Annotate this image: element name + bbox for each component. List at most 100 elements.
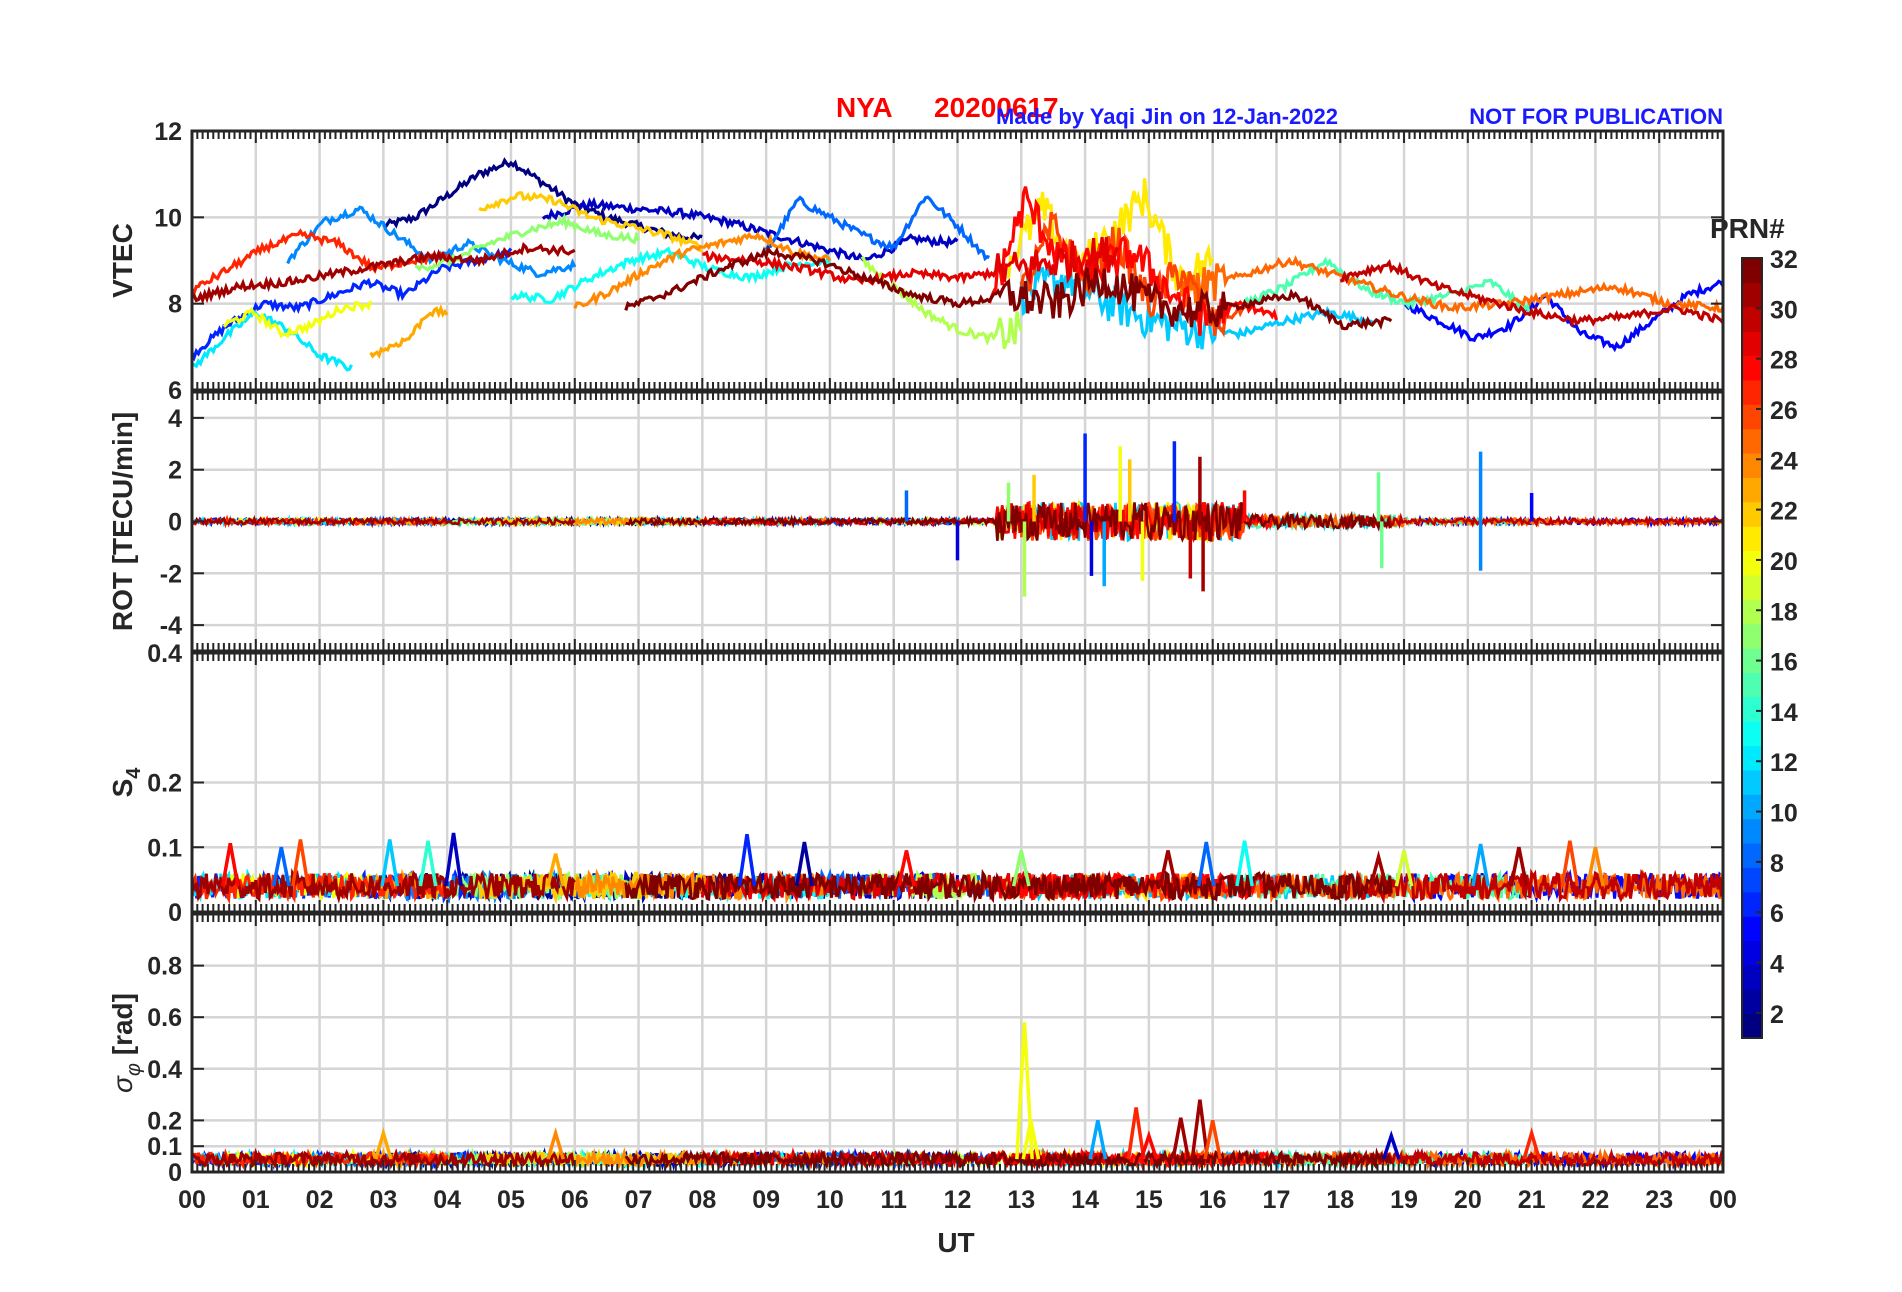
colorbar-step bbox=[1742, 1013, 1762, 1039]
colorbar-tick-label: 30 bbox=[1770, 296, 1798, 324]
colorbar-step bbox=[1742, 891, 1762, 917]
x-tick-label: 17 bbox=[1263, 1186, 1291, 1214]
colorbar-step bbox=[1742, 721, 1762, 747]
colorbar-step bbox=[1742, 696, 1762, 722]
s4-series-prn-30 bbox=[1339, 868, 1723, 905]
colorbar-tick-label: 32 bbox=[1770, 246, 1798, 274]
colorbar-step bbox=[1742, 745, 1762, 771]
sigma_phi-series-prn-32 bbox=[624, 1147, 1393, 1172]
x-tick-label: 19 bbox=[1390, 1186, 1418, 1214]
colorbar-tick-label: 26 bbox=[1770, 397, 1798, 425]
colorbar-step bbox=[1742, 331, 1762, 357]
colorbar-step bbox=[1742, 794, 1762, 820]
panel-s4: 0 0.1 0.2 0.4 S4 bbox=[107, 640, 1725, 927]
y-tick-label: 0 bbox=[168, 899, 182, 927]
sigma_phi-peak bbox=[1522, 1127, 1541, 1160]
minor-ticks bbox=[191, 653, 1724, 912]
s4-peak bbox=[737, 834, 757, 887]
colorbar-tick-label: 28 bbox=[1770, 347, 1798, 375]
s4-peak bbox=[1394, 850, 1414, 887]
s4-peak bbox=[1509, 846, 1529, 887]
colorbar-step bbox=[1742, 428, 1762, 454]
vtec-series-prn-29 bbox=[702, 236, 1119, 286]
panel-vtec: 6 8 10 12 VTEC bbox=[107, 118, 1725, 405]
colorbar-step bbox=[1742, 940, 1762, 966]
x-tick-label: 00 bbox=[1709, 1186, 1737, 1214]
colorbar-step bbox=[1742, 964, 1762, 990]
s4-peak bbox=[1586, 846, 1605, 887]
minor-ticks bbox=[191, 914, 1724, 1172]
colorbar-tick-label: 18 bbox=[1770, 598, 1798, 626]
y-tick-label: 4 bbox=[168, 405, 182, 433]
vtec-series-prn-32 bbox=[624, 245, 1393, 331]
s4-peak bbox=[444, 832, 463, 887]
colorbar-tick-label: 20 bbox=[1770, 548, 1798, 576]
s4-series-prn-29 bbox=[700, 870, 1119, 904]
data-layer bbox=[192, 433, 1723, 597]
colorbar-step bbox=[1742, 306, 1762, 332]
s4-peak bbox=[795, 841, 814, 887]
colorbar-step bbox=[1742, 526, 1762, 552]
colorbar-step bbox=[1742, 404, 1762, 430]
colorbar-step bbox=[1742, 989, 1762, 1015]
y-tick-label: 8 bbox=[168, 291, 182, 319]
x-tick-label: 04 bbox=[433, 1186, 461, 1214]
y-axis-label-sigma_phi: σφ [rad] bbox=[107, 993, 145, 1093]
colorbar-frame bbox=[1741, 257, 1763, 1039]
colorbar-step bbox=[1742, 599, 1762, 625]
y-tick-label: 0 bbox=[168, 1159, 182, 1187]
s4-peak bbox=[1560, 840, 1580, 887]
x-tick-label: 20 bbox=[1454, 1186, 1482, 1214]
y-tick-label: 0.6 bbox=[147, 1004, 182, 1032]
data-layer bbox=[192, 157, 1723, 372]
s4-peak bbox=[1471, 843, 1490, 887]
colorbar-step bbox=[1742, 623, 1762, 649]
panel-rot: -4 -2 0 2 4 ROT [TECU/min] bbox=[107, 390, 1725, 653]
y-tick-label: -4 bbox=[160, 612, 182, 640]
x-tick-label: 07 bbox=[625, 1186, 653, 1214]
chart-title-date: 20200617 bbox=[934, 92, 1059, 123]
vtec-series-prn-28 bbox=[987, 186, 1279, 336]
y-tick-label: 0.1 bbox=[147, 834, 182, 862]
s4-peak bbox=[1011, 850, 1031, 887]
not-for-publication-text: NOT FOR PUBLICATION bbox=[1469, 104, 1723, 129]
x-tick-label: 06 bbox=[561, 1186, 589, 1214]
sigma_phi-peak bbox=[1171, 1117, 1191, 1160]
vtec-series-prn-30 bbox=[1339, 259, 1723, 328]
vtec-series-prn-20 bbox=[222, 300, 373, 339]
y-tick-label: -2 bbox=[160, 560, 182, 588]
colorbar-step bbox=[1742, 355, 1762, 381]
s4-peak bbox=[380, 839, 400, 887]
colorbar-step bbox=[1742, 477, 1762, 503]
s4-series-prn-32 bbox=[624, 868, 1393, 904]
x-tick-label: 13 bbox=[1007, 1186, 1035, 1214]
y-tick-label: 2 bbox=[168, 457, 182, 485]
colorbar-step bbox=[1742, 453, 1762, 478]
colorbar-step bbox=[1742, 379, 1762, 405]
rot-series-prn-32 bbox=[625, 499, 1392, 543]
x-tick-label: 02 bbox=[306, 1186, 334, 1214]
colorbar-step bbox=[1742, 769, 1762, 795]
sigma_phi-peak bbox=[374, 1127, 393, 1160]
y-tick-label: 6 bbox=[168, 377, 182, 405]
x-tick-label: 21 bbox=[1518, 1186, 1546, 1214]
colorbar-tick-label: 14 bbox=[1770, 699, 1798, 727]
colorbar-step bbox=[1742, 282, 1762, 308]
x-tick-label: 08 bbox=[688, 1186, 716, 1214]
data-layer bbox=[192, 832, 1723, 905]
y-tick-label: 0.2 bbox=[147, 770, 182, 798]
x-tick-label: 01 bbox=[242, 1186, 270, 1214]
colorbar-step bbox=[1742, 843, 1762, 868]
colorbar-label: PRN# bbox=[1710, 213, 1785, 244]
vtec-series-prn-22 bbox=[478, 191, 703, 253]
s4-peak bbox=[1235, 840, 1254, 887]
x-tick-label: 23 bbox=[1645, 1186, 1673, 1214]
rot-series-prn-31 bbox=[192, 514, 576, 529]
sigma_phi-peak bbox=[1126, 1107, 1146, 1160]
x-tick-label: 12 bbox=[944, 1186, 972, 1214]
y-axis-label-s4: S4 bbox=[107, 767, 145, 798]
y-tick-label: 0.2 bbox=[147, 1107, 182, 1135]
